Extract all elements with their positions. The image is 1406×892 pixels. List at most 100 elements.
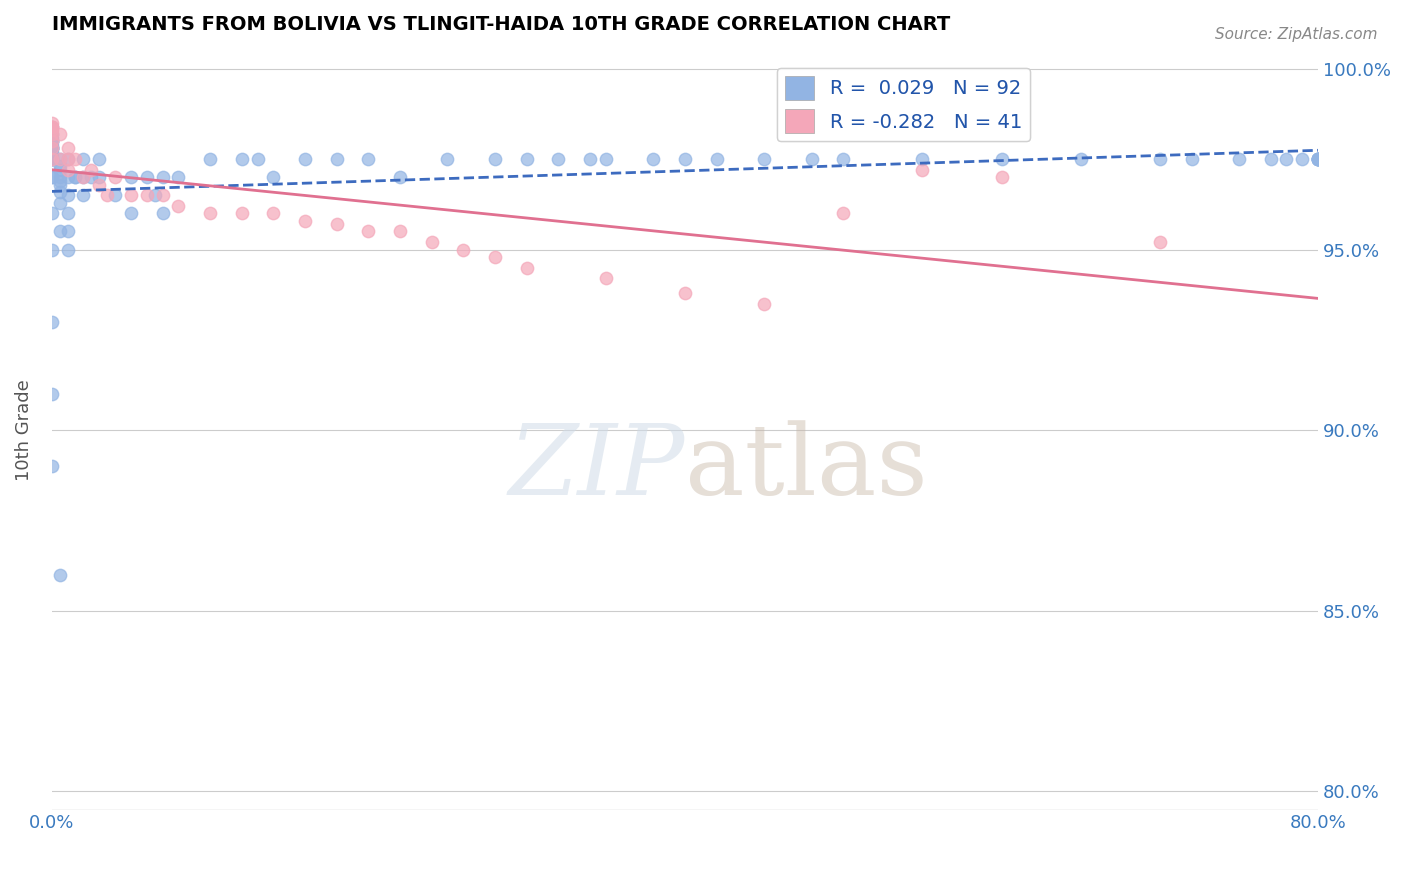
Point [120, 188, 142, 202]
Point [1149, 235, 1171, 250]
Point [1308, 152, 1330, 166]
Point [41, 134, 63, 148]
Point [1308, 152, 1330, 166]
Point [104, 188, 127, 202]
Point [1291, 152, 1313, 166]
Point [65, 170, 87, 185]
Text: ZIP: ZIP [509, 420, 685, 516]
Point [325, 152, 347, 166]
Point [65, 152, 87, 166]
Point [516, 260, 538, 275]
Point [388, 170, 411, 185]
Point [752, 152, 775, 166]
Point [48, 195, 70, 210]
Text: Source: ZipAtlas.com: Source: ZipAtlas.com [1215, 27, 1378, 42]
Point [41, 148, 63, 162]
Point [65, 170, 87, 185]
Point [1260, 152, 1282, 166]
Point [48, 185, 70, 199]
Point [41, 152, 63, 166]
Point [41, 141, 63, 155]
Legend: R =  0.029   N = 92, R = -0.282   N = 41: R = 0.029 N = 92, R = -0.282 N = 41 [778, 68, 1029, 141]
Point [484, 152, 506, 166]
Point [1180, 152, 1202, 166]
Point [56, 152, 79, 166]
Point [41, 116, 63, 130]
Point [547, 152, 569, 166]
Point [1308, 152, 1330, 166]
Point [579, 152, 602, 166]
Point [41, 152, 63, 166]
Point [41, 145, 63, 159]
Point [41, 120, 63, 134]
Point [1308, 152, 1330, 166]
Point [41, 243, 63, 257]
Point [325, 217, 347, 231]
Point [143, 188, 166, 202]
Point [436, 152, 458, 166]
Point [120, 170, 142, 185]
Point [48, 152, 70, 166]
Point [41, 141, 63, 155]
Point [56, 163, 79, 178]
Point [388, 225, 411, 239]
Point [246, 152, 269, 166]
Point [41, 141, 63, 155]
Text: atlas: atlas [685, 420, 928, 516]
Point [990, 170, 1012, 185]
Y-axis label: 10th Grade: 10th Grade [15, 379, 32, 481]
Point [56, 170, 79, 185]
Point [56, 141, 79, 155]
Point [48, 160, 70, 174]
Point [41, 141, 63, 155]
Point [48, 178, 70, 192]
Point [41, 123, 63, 137]
Point [89, 178, 111, 192]
Point [1275, 152, 1298, 166]
Point [595, 271, 617, 285]
Point [41, 120, 63, 134]
Point [294, 152, 316, 166]
Point [453, 243, 475, 257]
Point [96, 188, 118, 202]
Point [41, 127, 63, 141]
Point [56, 206, 79, 220]
Point [41, 137, 63, 152]
Text: IMMIGRANTS FROM BOLIVIA VS TLINGIT-HAIDA 10TH GRADE CORRELATION CHART: IMMIGRANTS FROM BOLIVIA VS TLINGIT-HAIDA… [52, 15, 950, 34]
Point [198, 206, 221, 220]
Point [167, 170, 190, 185]
Point [832, 152, 855, 166]
Point [1227, 152, 1250, 166]
Point [48, 127, 70, 141]
Point [41, 459, 63, 474]
Point [41, 130, 63, 145]
Point [89, 152, 111, 166]
Point [673, 152, 696, 166]
Point [152, 170, 174, 185]
Point [41, 170, 63, 185]
Point [1308, 152, 1330, 166]
Point [41, 206, 63, 220]
Point [135, 188, 157, 202]
Point [420, 235, 443, 250]
Point [41, 127, 63, 141]
Point [56, 225, 79, 239]
Point [56, 188, 79, 202]
Point [231, 206, 253, 220]
Point [41, 152, 63, 166]
Point [89, 170, 111, 185]
Point [48, 225, 70, 239]
Point [72, 170, 94, 185]
Point [48, 152, 70, 166]
Point [152, 206, 174, 220]
Point [911, 163, 934, 178]
Point [167, 199, 190, 213]
Point [262, 206, 284, 220]
Point [41, 141, 63, 155]
Point [198, 152, 221, 166]
Point [752, 297, 775, 311]
Point [1070, 152, 1092, 166]
Point [1308, 152, 1330, 166]
Point [1149, 152, 1171, 166]
Point [41, 134, 63, 148]
